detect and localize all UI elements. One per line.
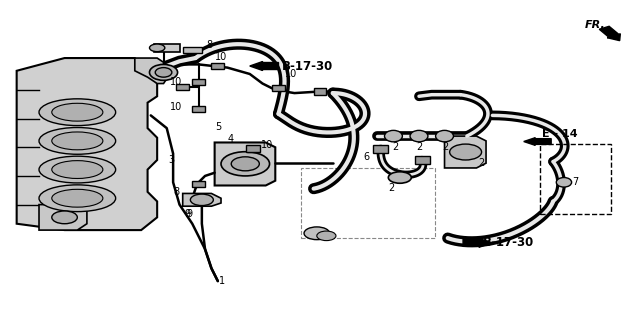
Ellipse shape	[385, 130, 403, 142]
Ellipse shape	[52, 161, 103, 179]
Polygon shape	[182, 194, 221, 206]
Bar	[373, 145, 388, 153]
Ellipse shape	[436, 130, 454, 142]
Text: 2: 2	[443, 142, 449, 152]
Ellipse shape	[39, 127, 116, 154]
Bar	[192, 79, 205, 85]
Ellipse shape	[388, 172, 412, 183]
Ellipse shape	[52, 211, 77, 224]
Text: 6: 6	[364, 152, 370, 163]
Text: 10: 10	[260, 140, 273, 150]
Polygon shape	[445, 136, 486, 168]
Ellipse shape	[52, 132, 103, 150]
Text: 10: 10	[170, 102, 182, 112]
Bar	[211, 63, 224, 69]
Text: 9: 9	[187, 209, 193, 220]
Bar	[182, 47, 202, 53]
Text: 10: 10	[285, 69, 298, 79]
Ellipse shape	[39, 99, 116, 125]
Ellipse shape	[410, 130, 428, 142]
Ellipse shape	[39, 185, 116, 212]
Text: 2: 2	[388, 183, 395, 193]
Text: FR.: FR.	[585, 20, 606, 29]
Bar	[192, 106, 205, 112]
Bar	[314, 88, 326, 95]
Polygon shape	[135, 58, 170, 84]
Ellipse shape	[231, 157, 259, 171]
FancyArrow shape	[250, 61, 278, 70]
Ellipse shape	[556, 178, 572, 187]
Text: 8: 8	[173, 188, 179, 197]
Bar	[154, 44, 179, 52]
Bar	[415, 156, 430, 164]
Polygon shape	[17, 58, 157, 230]
Polygon shape	[214, 142, 275, 186]
Ellipse shape	[221, 152, 269, 176]
Text: 7: 7	[572, 177, 579, 187]
Text: 5: 5	[215, 122, 221, 132]
Ellipse shape	[156, 68, 172, 77]
Ellipse shape	[39, 156, 116, 183]
Ellipse shape	[190, 194, 213, 205]
Ellipse shape	[52, 103, 103, 121]
Ellipse shape	[150, 44, 165, 52]
Bar	[246, 146, 259, 152]
Text: B-17-30: B-17-30	[483, 236, 534, 249]
Bar	[246, 145, 260, 152]
Bar	[192, 181, 205, 187]
Text: 1: 1	[219, 276, 225, 286]
Text: 10: 10	[170, 77, 182, 87]
Ellipse shape	[317, 231, 336, 241]
Bar	[176, 84, 189, 90]
FancyArrow shape	[524, 138, 551, 145]
Text: 2: 2	[392, 142, 399, 152]
Text: 10: 10	[215, 52, 227, 62]
Text: 2: 2	[416, 142, 422, 152]
Text: 2: 2	[479, 158, 484, 168]
Ellipse shape	[52, 189, 103, 207]
FancyArrow shape	[599, 26, 620, 41]
Polygon shape	[39, 204, 87, 230]
Text: B-17-30: B-17-30	[282, 60, 333, 73]
FancyArrow shape	[463, 238, 492, 247]
Text: E - 14: E - 14	[541, 129, 577, 139]
Ellipse shape	[150, 64, 177, 80]
Text: 3: 3	[169, 155, 175, 165]
Ellipse shape	[304, 227, 330, 240]
Bar	[272, 85, 285, 92]
Text: 4: 4	[227, 134, 234, 144]
Text: 8: 8	[206, 40, 212, 50]
Ellipse shape	[450, 144, 481, 160]
Text: 9: 9	[184, 209, 190, 220]
